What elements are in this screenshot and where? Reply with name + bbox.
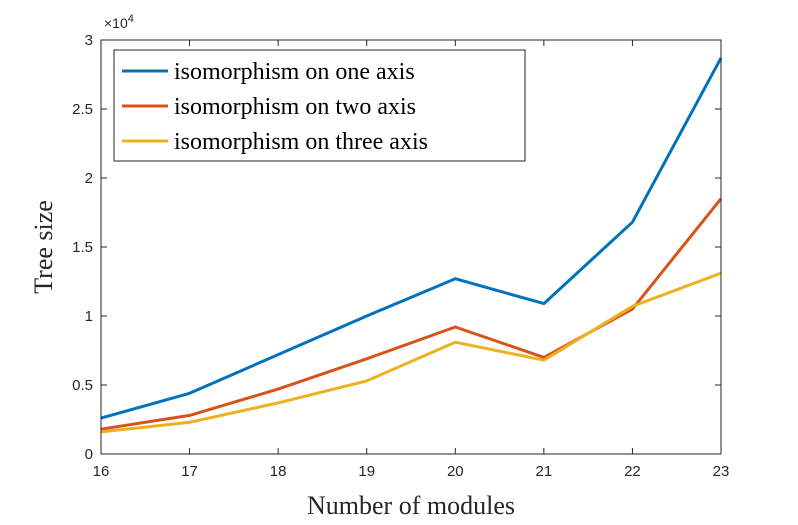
series-line-3: [100, 271, 722, 434]
x-tick-label: 16: [93, 463, 110, 480]
x-axis-label: Number of modules: [307, 491, 515, 520]
y-tick-label: 3: [85, 32, 93, 49]
y-exponent-label: ×104: [104, 13, 134, 31]
y-exponent-power: 4: [128, 13, 134, 25]
x-axis-ticks: 16 17 18 19 20 21 22 23: [93, 40, 730, 480]
x-tick-label: 19: [358, 463, 375, 480]
legend-label-3: isomorphism on three axis: [174, 129, 428, 155]
y-tick-label: 0: [85, 446, 93, 463]
y-axis-ticks: 0 0.5 1 1.5 2 2.5 3: [72, 32, 721, 463]
y-exponent-base: ×10: [104, 15, 128, 31]
legend-label-2: isomorphism on two axis: [174, 94, 416, 120]
y-tick-label: 2.5: [72, 101, 93, 118]
y-axis-label: Tree size: [29, 200, 58, 294]
legend-entries: isomorphism on one axis isomorphism on tw…: [122, 59, 428, 155]
plot-frame: [100, 39, 722, 455]
y-tick-label: 1: [85, 308, 93, 325]
legend-label-1: isomorphism on one axis: [174, 59, 415, 85]
x-tick-label: 22: [624, 463, 641, 480]
x-tick-label: 21: [536, 463, 553, 480]
x-tick-label: 23: [713, 463, 730, 480]
series-lines: [100, 57, 723, 434]
y-tick-label: 1.5: [72, 239, 93, 256]
y-tick-label: 0.5: [72, 377, 93, 394]
x-tick-label: 17: [181, 463, 198, 480]
x-tick-label: 20: [447, 463, 464, 480]
series-line-2: [100, 197, 723, 431]
legend: isomorphism on one axis isomorphism on tw…: [113, 49, 526, 162]
x-tick-label: 18: [270, 463, 287, 480]
y-tick-label: 2: [85, 170, 93, 187]
legend-box: [113, 49, 526, 162]
series-line-1: [100, 57, 723, 420]
